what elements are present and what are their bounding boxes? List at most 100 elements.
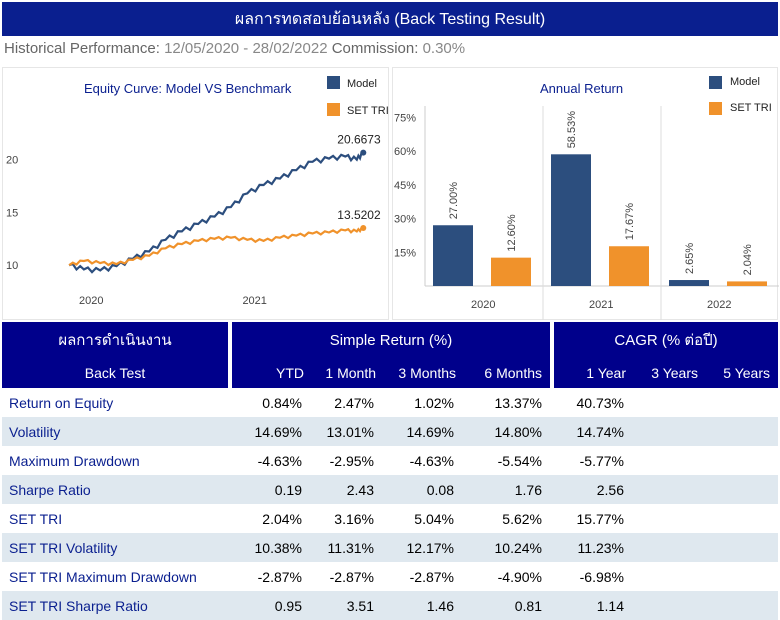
- table-cell: [634, 562, 706, 591]
- category-label: 2020: [471, 299, 495, 311]
- row-label: SET TRI: [9, 510, 63, 527]
- legend-settri-label: SET TRI: [347, 105, 389, 117]
- table-cell: [706, 562, 778, 591]
- table-cell: [634, 533, 706, 562]
- group-header-simple-return: Simple Return (%): [228, 322, 552, 358]
- table-cell: -4.63%: [257, 452, 302, 469]
- table-cell: [634, 591, 706, 620]
- table-cell: 10.24%: [464, 533, 552, 562]
- column-header: 3 Years: [634, 358, 706, 388]
- y-tick-label: 10: [6, 260, 18, 272]
- table-cell: 0.84%: [262, 394, 302, 411]
- table-cell: 13.37%: [494, 394, 542, 411]
- y-tick-label: 60%: [394, 146, 416, 158]
- legend-model-swatch: [709, 76, 722, 89]
- table-cell: 5.62%: [502, 510, 542, 527]
- table-cell: 14.69%: [384, 417, 464, 446]
- table-cell: -2.87%: [329, 568, 374, 585]
- equity-curve-svg: Equity Curve: Model VS Benchmark Model S…: [6, 76, 430, 307]
- table-cell: 11.31%: [312, 533, 384, 562]
- y-tick-label: 75%: [394, 112, 416, 124]
- table-cell: [634, 504, 706, 533]
- table-cell: 1.02%: [414, 394, 454, 411]
- table-cell: [706, 417, 778, 446]
- row-label: Return on Equity: [9, 394, 114, 411]
- bar-data-label: 27.00%: [448, 182, 460, 220]
- legend-settri-swatch: [709, 102, 722, 115]
- table-cell: [634, 475, 706, 504]
- performance-table: ผลการดำเนินงาน Simple Return (%) CAGR (%…: [2, 322, 778, 620]
- table-cell: 15.77%: [576, 510, 624, 527]
- y-tick-label: 15%: [394, 247, 416, 259]
- y-tick-label: 30%: [394, 214, 416, 226]
- table-cell: 1.14: [552, 591, 634, 620]
- period-value: 12/05/2020 - 28/02/2022: [164, 40, 328, 57]
- table-row: Return on Equity 0.84% 2.47% 1.02% 13.37% 40.…: [2, 388, 778, 417]
- table-cell: 0.08: [384, 475, 464, 504]
- table-cell: -6.98%: [579, 568, 624, 585]
- row-label: Volatility: [2, 417, 230, 446]
- y-tick-label: 15: [6, 207, 18, 219]
- table-cell: -4.63%: [409, 452, 454, 469]
- table-cell: -4.90%: [497, 568, 542, 585]
- table-cell: 3.51: [312, 591, 384, 620]
- model-bar: [669, 280, 709, 286]
- table-cell: 1.76: [464, 475, 552, 504]
- table-cell: 10.38%: [230, 533, 312, 562]
- table-cell: 2.56: [552, 475, 634, 504]
- commission-label: Commission:: [331, 40, 419, 57]
- annual-chart-title: Annual Return: [540, 81, 623, 96]
- model-bar: [433, 225, 473, 286]
- table-cell: [634, 388, 706, 417]
- column-header: 1 Month: [312, 358, 384, 388]
- annual-return-chart: Annual Return Model SET TRI 15% 30% 45% 60%…: [392, 67, 779, 320]
- equity-chart-title: Equity Curve: Model VS Benchmark: [84, 81, 292, 96]
- column-header: 5 Years: [706, 358, 778, 388]
- table-cell: -5.54%: [497, 452, 542, 469]
- category-label: 2021: [589, 299, 613, 311]
- column-header: 6 Months: [464, 358, 552, 388]
- table-cell: -2.87%: [409, 568, 454, 585]
- table-row: Volatility 14.69% 13.01% 14.69% 14.80% 14.74%: [2, 417, 778, 446]
- page-title: ผลการทดสอบย้อนหลัง (Back Testing Result): [2, 2, 778, 36]
- table-cell: 2.47%: [334, 394, 374, 411]
- bar-data-label: 2.04%: [742, 244, 754, 275]
- series-end-label: 13.5202: [337, 208, 381, 222]
- legend-model-swatch: [327, 76, 340, 89]
- column-header: 1 Year: [550, 358, 634, 388]
- table-cell: 40.73%: [576, 394, 624, 411]
- bar-data-label: 12.60%: [506, 214, 518, 252]
- legend-settri-label: SET TRI: [730, 102, 772, 114]
- legend-model-label: Model: [347, 78, 377, 90]
- table-row: SET TRI Volatility 10.38% 11.31% 12.17% 10.2…: [2, 533, 778, 562]
- column-header: Back Test: [2, 358, 230, 388]
- bar-data-label: 17.67%: [624, 203, 636, 241]
- table-row: SET TRI Sharpe Ratio 0.95 3.51 1.46 0.81 1.14: [2, 591, 778, 620]
- table-row: Sharpe Ratio 0.19 2.43 0.08 1.76 2.56: [2, 475, 778, 504]
- table-cell: 0.81: [464, 591, 552, 620]
- table-cell: [634, 417, 706, 446]
- model-series-line: [68, 150, 364, 274]
- series-end-label: 20.6673: [337, 133, 381, 147]
- series-end-point: [360, 149, 367, 156]
- row-label: SET TRI Volatility: [2, 533, 230, 562]
- group-header-performance: ผลการดำเนินงาน: [2, 322, 230, 358]
- table-cell: -5.77%: [579, 452, 624, 469]
- subtitle: Historical Performance: 12/05/2020 - 28/…: [4, 40, 465, 57]
- commission-value: 0.30%: [422, 40, 466, 57]
- table-cell: 2.04%: [262, 510, 302, 527]
- column-header: YTD: [228, 358, 312, 388]
- x-tick-label: 2020: [79, 295, 103, 307]
- y-tick-label: 20: [6, 155, 18, 167]
- table-cell: 14.74%: [552, 417, 634, 446]
- table-cell: 5.04%: [414, 510, 454, 527]
- table-cell: 3.16%: [334, 510, 374, 527]
- table-row: Maximum Drawdown -4.63% -2.95% -4.63% -5.54%…: [2, 446, 778, 475]
- table-cell: [706, 388, 778, 417]
- table-cell: 0.19: [230, 475, 312, 504]
- row-label: SET TRI Sharpe Ratio: [2, 591, 230, 620]
- table-cell: [634, 446, 706, 475]
- table-cell: 1.46: [384, 591, 464, 620]
- row-label: SET TRI Maximum Drawdown: [9, 568, 197, 585]
- bar-data-label: 58.53%: [566, 111, 578, 149]
